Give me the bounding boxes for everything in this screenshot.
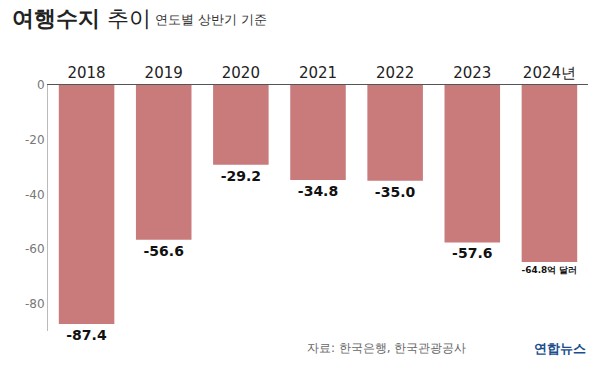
svg-text:2021: 2021 [299, 64, 337, 82]
svg-text:여행수지 추이: 여행수지 추이 [12, 6, 151, 31]
svg-text:연도별 상반기 기준: 연도별 상반기 기준 [155, 12, 267, 27]
svg-text:2019: 2019 [145, 64, 183, 82]
svg-text:2024년: 2024년 [523, 64, 576, 82]
svg-text:-87.4: -87.4 [66, 327, 107, 343]
svg-text:-20: -20 [25, 133, 45, 147]
svg-text:-56.6: -56.6 [144, 243, 184, 259]
svg-text:-80: -80 [25, 297, 45, 311]
svg-text:-57.6: -57.6 [452, 245, 492, 261]
svg-text:-60: -60 [25, 242, 45, 256]
svg-text:2022: 2022 [376, 64, 414, 82]
svg-text:-29.2: -29.2 [221, 168, 261, 184]
svg-text:-34.8: -34.8 [298, 183, 338, 199]
svg-text:0: 0 [37, 78, 45, 92]
svg-text:-35.0: -35.0 [375, 184, 416, 200]
svg-text:-64.8억 달러: -64.8억 달러 [522, 265, 578, 275]
svg-text:-40: -40 [25, 188, 45, 202]
svg-text:2023: 2023 [453, 64, 491, 82]
svg-text:연합뉴스: 연합뉴스 [534, 341, 586, 356]
svg-text:2020: 2020 [222, 64, 260, 82]
svg-text:자료: 한국은행, 한국관광공사: 자료: 한국은행, 한국관광공사 [307, 341, 467, 355]
svg-text:2018: 2018 [67, 64, 105, 82]
